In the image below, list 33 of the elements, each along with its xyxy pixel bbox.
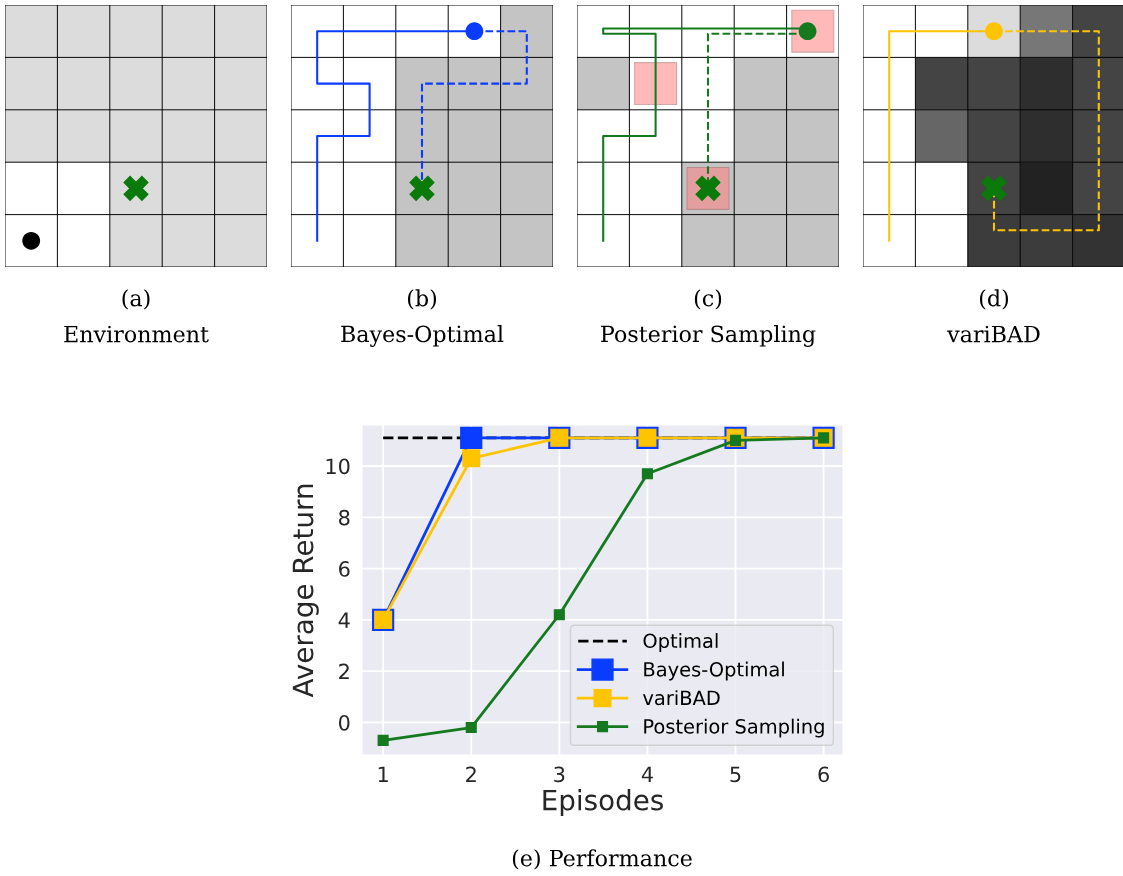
y-tick-label: 4 (338, 612, 350, 628)
point (460, 426, 483, 449)
legend-label: Optimal (643, 633, 718, 652)
y-tick-label: 6 (339, 561, 350, 577)
legend-label: Posterior Sampling (644, 718, 824, 738)
text: Environment (64, 325, 209, 343)
text: variBAD (947, 325, 1040, 343)
legend-label: variBAD (642, 690, 720, 706)
point (641, 468, 653, 480)
text: (c) (694, 289, 722, 310)
y-tick-label: 10 (326, 458, 350, 475)
x-tick-label: 5 (730, 766, 741, 783)
point (377, 734, 389, 746)
x-tick-label: 2 (466, 766, 476, 782)
x-tick-label: 1 (378, 766, 388, 782)
y-tick-label: 0 (339, 714, 350, 731)
text: (d) (979, 289, 1009, 310)
y-tick-label: 8 (339, 509, 350, 526)
text: (a) (122, 289, 150, 310)
point (462, 449, 481, 468)
text: (e) Performance (512, 849, 692, 870)
text: Posterior Sampling (601, 325, 816, 347)
y-axis-title: Average Return (292, 484, 319, 698)
legend-label: Bayes-Optimal (644, 661, 784, 681)
x-tick-label: 3 (554, 766, 565, 783)
y-tick-label: 2 (339, 663, 349, 680)
point (465, 722, 477, 734)
text: Bayes-Optimal (341, 325, 504, 347)
x-axis-title: Episodes (543, 789, 663, 816)
text: (b) (407, 289, 437, 310)
point (553, 609, 565, 621)
x-tick-label: 4 (641, 766, 653, 782)
x-tick-label: 6 (818, 766, 829, 783)
